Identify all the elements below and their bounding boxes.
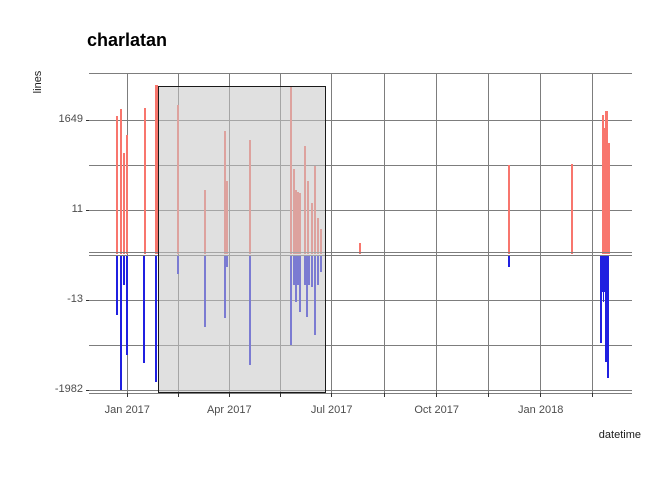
v-gridline	[540, 73, 542, 394]
deleted-bar	[115, 256, 118, 315]
h-gridline	[89, 344, 632, 346]
added-bar	[607, 143, 610, 254]
added-bar	[571, 164, 573, 254]
x-tick	[488, 393, 490, 397]
added-bar	[122, 153, 125, 254]
y-tick-label: 1649	[58, 113, 83, 125]
x-tick	[436, 393, 438, 397]
deleted-bar	[119, 256, 122, 390]
y-tick	[85, 299, 89, 301]
x-tick	[126, 393, 128, 397]
deleted-bar	[606, 256, 609, 378]
x-tick-label: Apr 2017	[206, 404, 252, 416]
chart-title: charlatan	[87, 30, 168, 50]
y-tick	[85, 119, 89, 121]
highlight-rect	[158, 86, 327, 393]
deleted-bar	[600, 256, 602, 343]
h-gridline	[89, 299, 632, 301]
deleted-bar	[125, 256, 128, 355]
added-bar	[144, 108, 146, 254]
y-tick	[85, 209, 89, 211]
x-tick	[177, 393, 179, 397]
x-tick	[331, 393, 333, 397]
x-tick-label: Jul 2017	[310, 404, 353, 416]
y-tick-label: -1982	[54, 383, 83, 395]
added-bar	[601, 128, 608, 254]
h-gridline	[89, 389, 632, 391]
x-tick-label: Jan 2017	[104, 404, 150, 416]
deleted-bar	[605, 256, 607, 362]
deleted-bar	[142, 256, 145, 363]
added-bar	[119, 109, 122, 254]
h-gridline	[89, 209, 632, 211]
zero-gridline	[89, 252, 632, 254]
y-tick-label: 11	[71, 203, 83, 215]
v-gridline	[384, 73, 385, 394]
x-tick	[280, 393, 282, 397]
x-tick	[384, 393, 385, 397]
y-axis-title: lines	[32, 70, 44, 94]
deleted-bar	[122, 256, 125, 285]
h-gridline	[89, 164, 632, 166]
deleted-bar	[507, 256, 510, 267]
v-gridline	[331, 73, 333, 394]
h-gridline	[89, 119, 632, 121]
v-gridline	[592, 73, 594, 394]
added-bar	[115, 116, 118, 254]
h-gridline	[89, 72, 632, 74]
added-bar	[507, 165, 510, 254]
v-gridline	[436, 73, 438, 394]
x-tick	[540, 393, 542, 397]
x-tick-label: Oct 2017	[414, 404, 459, 416]
y-tick-label: -13	[67, 293, 83, 305]
v-gridline	[488, 73, 490, 394]
deleted-bar	[154, 256, 157, 382]
deleted-bar	[602, 256, 604, 302]
x-axis-title: datetime	[598, 429, 641, 441]
added-bar	[125, 135, 128, 254]
y-tick	[85, 389, 89, 391]
added-bar	[358, 243, 361, 254]
x-axis-line	[89, 392, 632, 394]
deleted-bar	[601, 256, 607, 292]
x-tick-label: Jan 2018	[518, 404, 564, 416]
x-tick	[228, 393, 230, 397]
x-tick	[592, 393, 594, 397]
added-bar	[155, 85, 158, 254]
zero-gridline	[89, 255, 632, 257]
